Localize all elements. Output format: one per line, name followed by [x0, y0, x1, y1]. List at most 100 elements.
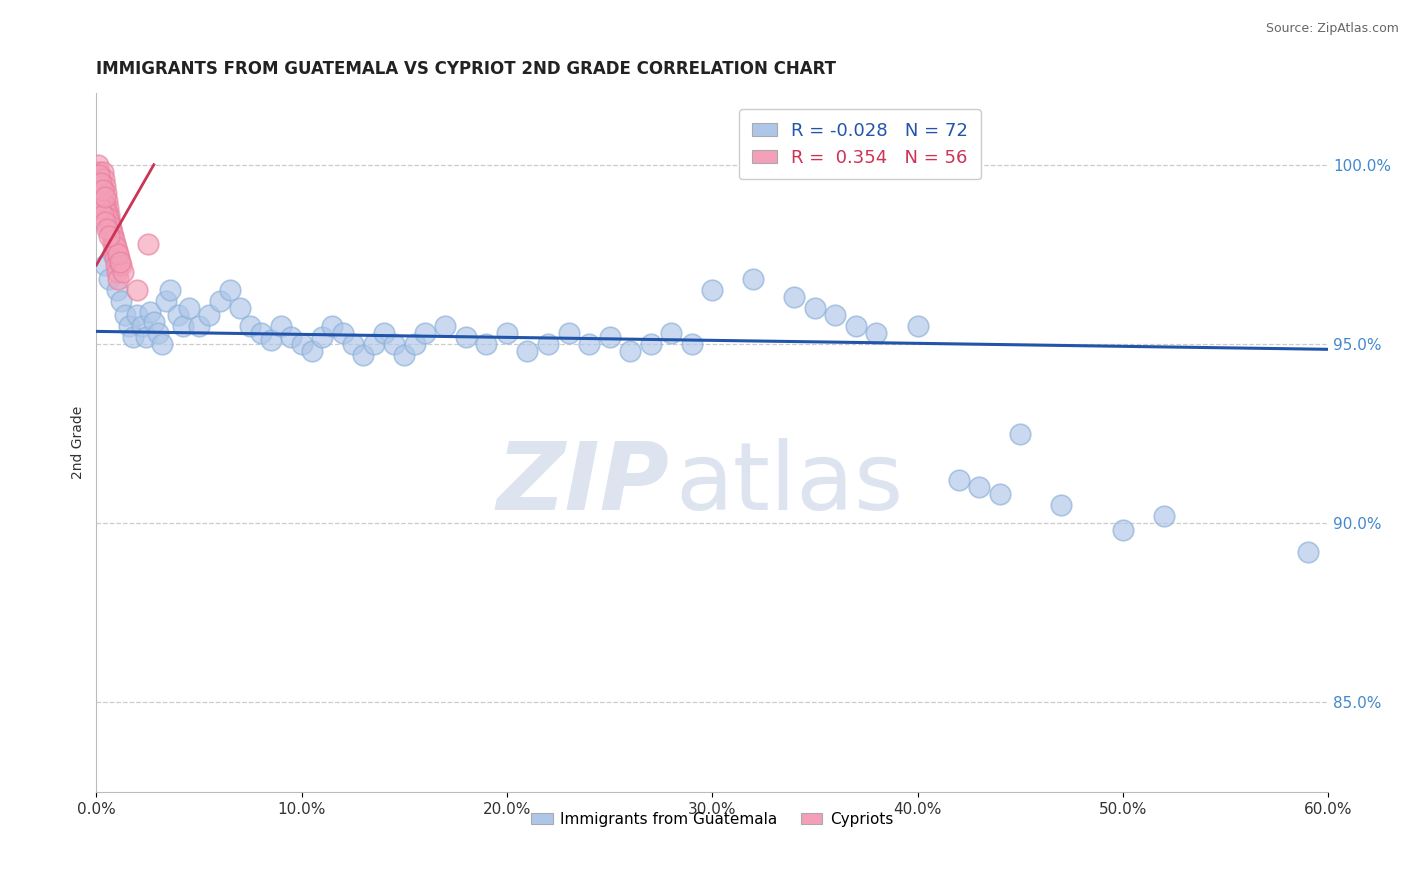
Point — [578, 337, 600, 351]
Point — [90, 190, 112, 204]
Point — [101, 247, 124, 261]
Point — [87, 194, 110, 208]
Point — [373, 326, 395, 341]
Point — [104, 240, 127, 254]
Point — [681, 337, 703, 351]
Point — [783, 290, 806, 304]
Point — [537, 337, 560, 351]
Point — [110, 293, 132, 308]
Point — [97, 272, 120, 286]
Point — [845, 318, 868, 333]
Point — [865, 326, 887, 341]
Point — [100, 226, 122, 240]
Point — [97, 215, 120, 229]
Point — [93, 197, 115, 211]
Point — [122, 330, 145, 344]
Point — [382, 337, 405, 351]
Point — [311, 330, 333, 344]
Point — [198, 308, 221, 322]
Point — [142, 315, 165, 329]
Point — [988, 487, 1011, 501]
Point — [105, 283, 128, 297]
Point — [301, 344, 323, 359]
Point — [103, 244, 125, 258]
Point — [104, 236, 127, 251]
Point — [104, 251, 127, 265]
Point — [91, 183, 114, 197]
Point — [394, 348, 416, 362]
Point — [321, 318, 343, 333]
Point — [907, 318, 929, 333]
Point — [105, 265, 128, 279]
Point — [135, 330, 157, 344]
Point — [98, 219, 121, 233]
Y-axis label: 2nd Grade: 2nd Grade — [72, 406, 86, 479]
Point — [98, 215, 121, 229]
Point — [280, 330, 302, 344]
Point — [90, 176, 112, 190]
Point — [702, 283, 724, 297]
Point — [108, 251, 131, 265]
Point — [105, 244, 128, 258]
Point — [172, 318, 194, 333]
Point — [1296, 545, 1319, 559]
Point — [89, 201, 111, 215]
Point — [146, 326, 169, 341]
Point — [100, 229, 122, 244]
Point — [97, 211, 120, 226]
Point — [516, 344, 538, 359]
Point — [100, 222, 122, 236]
Point — [659, 326, 682, 341]
Point — [167, 308, 190, 322]
Point — [159, 283, 181, 297]
Text: atlas: atlas — [675, 439, 904, 531]
Point — [93, 190, 115, 204]
Point — [363, 337, 385, 351]
Point — [87, 176, 110, 190]
Point — [96, 208, 118, 222]
Point — [218, 283, 240, 297]
Point — [89, 165, 111, 179]
Point — [87, 158, 110, 172]
Point — [742, 272, 765, 286]
Point — [150, 337, 173, 351]
Point — [91, 194, 114, 208]
Point — [496, 326, 519, 341]
Point — [94, 204, 117, 219]
Point — [90, 179, 112, 194]
Point — [948, 473, 970, 487]
Text: Source: ZipAtlas.com: Source: ZipAtlas.com — [1265, 22, 1399, 36]
Point — [131, 318, 153, 333]
Point — [118, 318, 141, 333]
Point — [91, 208, 114, 222]
Point — [599, 330, 621, 344]
Point — [89, 186, 111, 201]
Point — [188, 318, 211, 333]
Point — [97, 208, 120, 222]
Point — [177, 301, 200, 315]
Point — [89, 172, 111, 186]
Point — [101, 236, 124, 251]
Point — [110, 258, 132, 272]
Point — [475, 337, 498, 351]
Legend: Immigrants from Guatemala, Cypriots: Immigrants from Guatemala, Cypriots — [526, 806, 900, 833]
Point — [1153, 508, 1175, 523]
Point — [107, 272, 129, 286]
Point — [342, 337, 364, 351]
Point — [93, 258, 115, 272]
Point — [208, 293, 231, 308]
Point — [114, 308, 136, 322]
Point — [804, 301, 827, 315]
Text: ZIP: ZIP — [496, 439, 669, 531]
Point — [454, 330, 477, 344]
Point — [239, 318, 262, 333]
Point — [229, 301, 252, 315]
Point — [112, 265, 135, 279]
Point — [108, 254, 131, 268]
Point — [93, 215, 115, 229]
Point — [260, 334, 283, 348]
Point — [249, 326, 271, 341]
Point — [352, 348, 374, 362]
Point — [332, 326, 354, 341]
Point — [103, 233, 125, 247]
